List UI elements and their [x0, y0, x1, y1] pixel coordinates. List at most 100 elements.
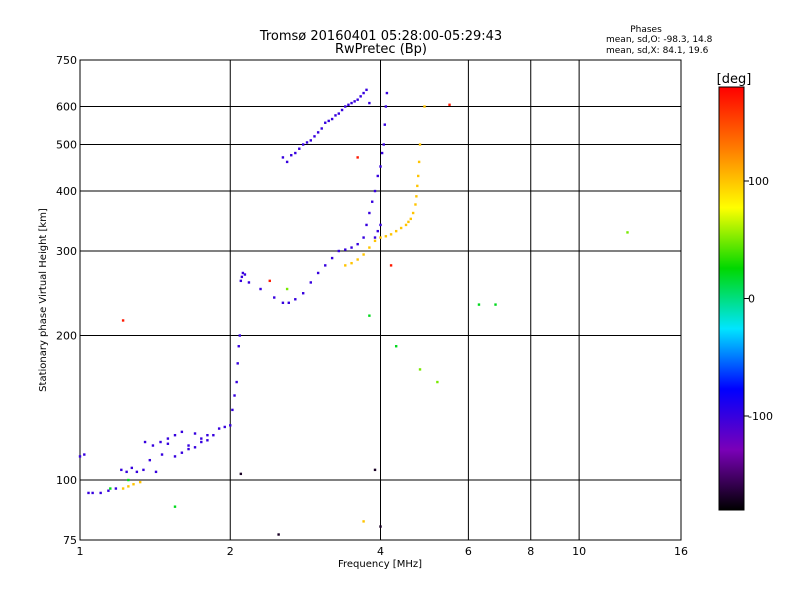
data-point [114, 487, 118, 490]
data-point [159, 440, 162, 444]
data-point [384, 235, 388, 238]
colorbar-label: [deg] [717, 72, 752, 87]
data-point [365, 88, 368, 92]
data-point [151, 444, 155, 447]
colorbar: [deg] 100 0 -100 [717, 72, 773, 511]
x-tick-label: 8 [527, 545, 534, 558]
y-tick-label: 100 [56, 474, 77, 487]
data-point [385, 91, 389, 95]
data-point [160, 453, 164, 456]
data-point [243, 273, 247, 276]
data-point [494, 303, 497, 306]
data-point [362, 91, 365, 95]
data-point [290, 154, 293, 157]
data-point [371, 200, 374, 203]
data-point [418, 143, 422, 146]
data-point [337, 249, 341, 253]
data-point [166, 437, 170, 440]
data-point [239, 279, 243, 283]
data-point [359, 95, 362, 98]
data-point [347, 103, 350, 106]
data-point [379, 236, 382, 239]
data-point [125, 470, 128, 474]
x-tick-label: 2 [227, 545, 234, 558]
data-point [350, 261, 353, 265]
data-point [404, 223, 408, 227]
data-point [148, 458, 152, 462]
data-point [368, 246, 371, 249]
data-point [350, 101, 353, 105]
data-point [206, 439, 209, 442]
data-point [294, 151, 297, 155]
data-point [127, 478, 130, 482]
data-point [327, 119, 330, 123]
data-point [379, 525, 382, 528]
data-point [316, 271, 320, 275]
data-point [127, 485, 130, 488]
data-point [273, 296, 276, 299]
data-point [344, 248, 347, 251]
data-point [356, 258, 359, 261]
data-point [337, 112, 341, 115]
data-point [356, 156, 359, 159]
stats-o-line: mean, sd,O: -98.3, 14.8 [606, 35, 713, 45]
data-point [394, 229, 398, 233]
data-point [389, 233, 393, 236]
data-point [259, 287, 262, 291]
data-point [384, 105, 388, 108]
data-point [180, 451, 184, 454]
data-point [394, 345, 398, 348]
data-point [389, 264, 393, 267]
data-point [380, 151, 384, 155]
data-point [173, 455, 177, 458]
data-point [173, 505, 177, 508]
data-point [356, 98, 359, 101]
data-point [166, 442, 170, 445]
x-axis-label: Frequency [MHz] [338, 559, 422, 570]
data-point [107, 489, 110, 492]
data-point [373, 236, 377, 239]
data-point [281, 301, 285, 305]
data-point [301, 143, 305, 146]
data-point [399, 226, 403, 230]
x-tick-label: 4 [377, 545, 384, 558]
colorbar-ticks: 100 0 -100 [744, 175, 773, 423]
data-point [316, 131, 320, 134]
y-tick-label: 750 [56, 54, 77, 67]
data-point [436, 380, 439, 384]
y-tick-label: 200 [56, 330, 77, 343]
chart-title: Tromsø 20160401 05:28:00-05:29:43 [259, 29, 502, 44]
data-point [235, 380, 238, 384]
data-point [138, 480, 142, 484]
data-point [173, 433, 177, 437]
data-point [414, 203, 417, 206]
colorbar-gradient [718, 86, 745, 511]
data-point [281, 156, 285, 159]
y-axis-ticks: 75 100 200 300 400 500 600 750 [56, 54, 77, 547]
x-tick-label: 16 [674, 545, 688, 558]
data-point [362, 520, 365, 523]
data-point [200, 440, 203, 444]
data-point [373, 239, 377, 243]
data-point [200, 437, 203, 440]
x-tick-label: 6 [465, 545, 472, 558]
data-point [277, 533, 280, 536]
colorbar-tick-label: 0 [748, 293, 755, 306]
data-point [99, 491, 102, 495]
data-point [309, 281, 312, 284]
stats-heading: Phases [630, 25, 662, 35]
data-point [418, 368, 422, 371]
data-point [313, 135, 316, 138]
data-point [320, 127, 323, 130]
data-point [142, 468, 145, 472]
data-point [309, 139, 312, 142]
data-point [626, 231, 629, 234]
data-point [373, 189, 377, 193]
y-tick-label: 75 [63, 534, 77, 547]
data-point [294, 298, 297, 301]
data-point [416, 184, 419, 188]
data-point [373, 468, 377, 472]
data-point [477, 303, 481, 306]
data-point [121, 487, 125, 490]
